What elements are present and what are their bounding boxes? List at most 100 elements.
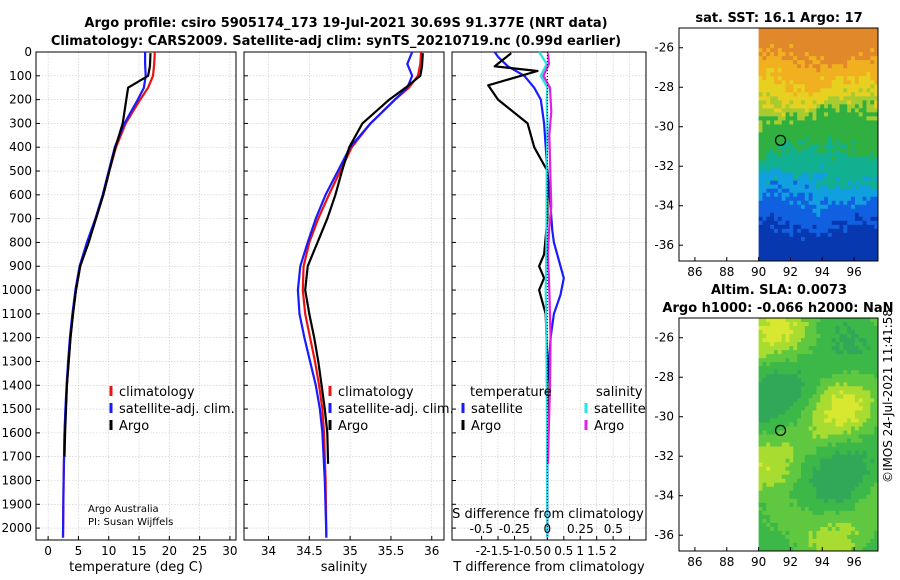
map-cell: [789, 458, 794, 464]
map-cell: [858, 160, 863, 165]
map-cell: [824, 80, 829, 85]
map-cell: [831, 462, 837, 468]
map-cell: [862, 180, 867, 186]
map-cell: [812, 112, 817, 117]
map-cell: [824, 112, 829, 117]
map-cell: [831, 482, 837, 488]
map-cell: [839, 322, 844, 327]
map-cell: [793, 60, 798, 65]
map-cell: [851, 252, 856, 258]
map-cell: [862, 80, 867, 85]
map-cell: [858, 84, 863, 89]
x-tick-label: 20: [162, 544, 177, 558]
map-cell: [827, 200, 833, 206]
y-tick-label: 1500: [1, 402, 32, 416]
map-cell: [808, 40, 813, 45]
map-cell: [858, 506, 863, 512]
map-cell: [804, 430, 810, 435]
map-cell: [812, 466, 817, 472]
map-cell: [816, 232, 821, 238]
map-cell: [820, 168, 825, 174]
map-cell: [789, 370, 794, 375]
map-cell: [835, 112, 840, 117]
map-cell: [862, 422, 867, 427]
map-cell: [774, 378, 779, 383]
map-cell: [812, 514, 817, 520]
map-cell: [866, 100, 871, 105]
map-cell: [831, 538, 837, 544]
map-cell: [862, 160, 867, 165]
map-cell: [758, 112, 763, 117]
map-cell: [785, 32, 790, 37]
map-cell: [774, 64, 779, 69]
map-cell: [766, 542, 771, 548]
map-cell: [854, 442, 860, 447]
map-cell: [831, 120, 837, 125]
map-cell: [858, 188, 863, 194]
map-cell: [831, 124, 837, 129]
map-cell: [781, 164, 786, 170]
argo-float-marker: [774, 134, 787, 146]
map-cell: [793, 208, 798, 214]
map-cell: [758, 374, 763, 379]
map-cell: [824, 478, 829, 484]
map-cell: [854, 406, 860, 411]
map-cell: [804, 362, 810, 367]
map-cell: [858, 32, 863, 37]
map-cell: [835, 510, 840, 516]
map-cell: [781, 326, 786, 331]
map-cell: [843, 450, 848, 455]
map-cell: [800, 136, 806, 141]
map-cell: [770, 168, 775, 174]
map-cell: [785, 112, 790, 117]
map-cell: [812, 470, 817, 476]
map-cell: [851, 208, 856, 214]
map-cell: [770, 232, 775, 238]
map-cell: [774, 40, 779, 45]
map-cell: [862, 490, 867, 496]
map-cell: [866, 450, 871, 455]
map-cell: [851, 100, 856, 105]
map-cell: [785, 188, 790, 194]
map-cell: [781, 350, 786, 355]
map-cell: [858, 318, 863, 323]
map-cell: [774, 442, 779, 447]
map-cell: [789, 44, 794, 49]
map-cell: [762, 542, 767, 548]
map-cell: [843, 490, 848, 496]
map-cell: [816, 196, 821, 202]
map-cell: [854, 188, 860, 194]
map-cell: [789, 478, 794, 484]
map-cell: [812, 100, 817, 105]
map-cell: [851, 482, 856, 488]
map-cell: [770, 362, 775, 367]
map-cell: [874, 36, 879, 41]
map-cell: [789, 196, 794, 202]
map-cell: [835, 52, 840, 57]
map-cell: [774, 132, 779, 137]
map-cell: [781, 490, 786, 496]
map-cell: [820, 172, 825, 178]
map-cell: [862, 244, 867, 250]
map-cell: [874, 334, 879, 339]
map-cell: [874, 196, 879, 202]
map-cell: [781, 382, 786, 387]
map-cell: [824, 228, 829, 234]
map-cell: [827, 346, 833, 351]
map-cell: [862, 482, 867, 488]
map-cell: [762, 470, 767, 476]
map-cell: [824, 502, 829, 508]
map-cell: [766, 462, 771, 468]
map-cell: [843, 518, 848, 524]
map-cell: [762, 486, 767, 492]
map-cell: [854, 240, 860, 246]
map-cell: [870, 32, 875, 37]
map-cell: [816, 132, 821, 137]
map-cell: [831, 486, 837, 492]
map-cell: [847, 538, 852, 544]
map-cell: [758, 256, 763, 262]
map-cell: [839, 204, 844, 210]
map-cell: [831, 152, 837, 157]
map-cell: [774, 482, 779, 488]
map-cell: [843, 438, 848, 443]
